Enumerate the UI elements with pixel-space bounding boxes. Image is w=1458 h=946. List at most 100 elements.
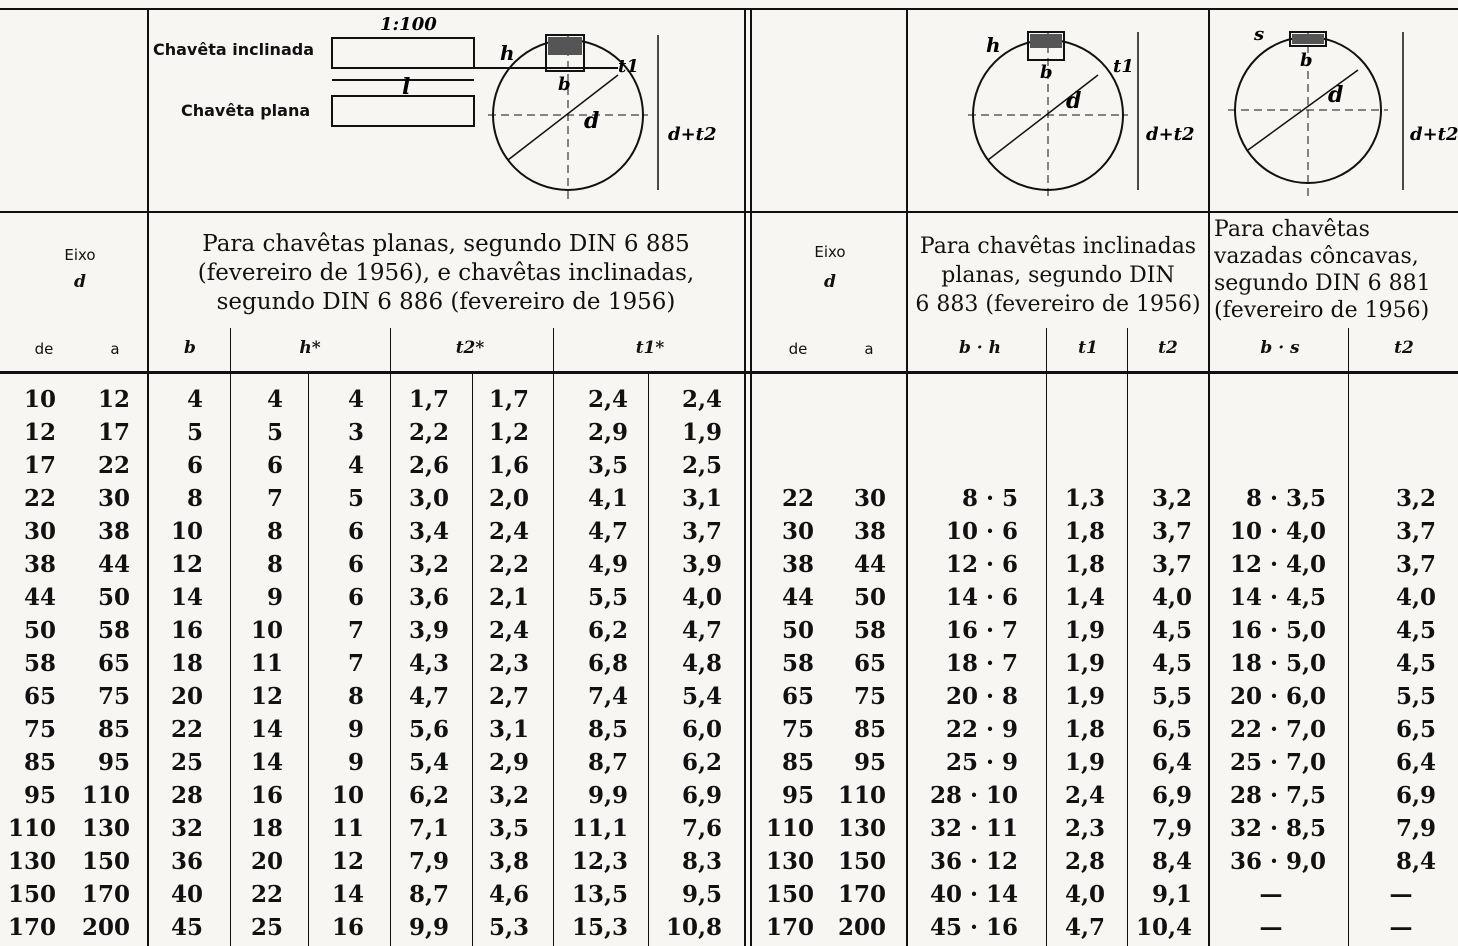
left-cell: 2,0 xyxy=(488,485,529,512)
right-cell: 1,8 xyxy=(1064,518,1105,545)
right-cell: 6,9 xyxy=(1151,782,1192,809)
left-cell: 2,4 xyxy=(587,386,628,413)
left-cell: 16 xyxy=(331,914,364,941)
dim-d-label-2: d xyxy=(1066,88,1081,114)
left-cell: 36 xyxy=(170,848,203,875)
left-cell: 7 xyxy=(266,485,283,512)
left-cell: 11 xyxy=(331,815,364,842)
left-cell: 2,1 xyxy=(488,584,529,611)
left-cell: 4 xyxy=(347,452,364,479)
left-cell: 44 xyxy=(23,584,56,611)
left-cell: 11 xyxy=(250,650,283,677)
dim-h-label-2: h xyxy=(986,33,1001,57)
left-cell: 13,5 xyxy=(571,881,628,908)
right-cell: 36 · 9,0 xyxy=(1229,848,1326,875)
left-cell: 11,1 xyxy=(571,815,628,842)
left-cell: 2,4 xyxy=(488,518,529,545)
right-cell: 4,7 xyxy=(1064,914,1105,941)
right-cell: 1,4 xyxy=(1064,584,1105,611)
right-cell: 110 xyxy=(837,782,886,809)
right-cell: 75 xyxy=(853,683,886,710)
right-cell: 170 xyxy=(837,881,886,908)
left-cell: 95 xyxy=(23,782,56,809)
left-cell: 12 xyxy=(250,683,283,710)
left-cell: 5,4 xyxy=(681,683,722,710)
dim-h-label-1: h xyxy=(500,41,515,65)
right-cell: 50 xyxy=(781,617,814,644)
group3-line-4: (fevereiro de 1956) xyxy=(1214,298,1430,323)
top-rule xyxy=(0,8,1458,10)
dim-d-label-3: d xyxy=(1328,82,1343,108)
right-cell: 28 · 7,5 xyxy=(1229,782,1326,809)
right-cell: — xyxy=(1259,881,1283,908)
right-cell: 18 · 5,0 xyxy=(1229,650,1326,677)
left-cell: 1,7 xyxy=(408,386,449,413)
right-cell: — xyxy=(1389,914,1413,941)
right-cell: 75 xyxy=(781,716,814,743)
dim-t1-label-1: t1 xyxy=(618,56,639,77)
left-cell: 85 xyxy=(23,749,56,776)
left-cell: 2,4 xyxy=(488,617,529,644)
left-cell: 22 xyxy=(250,881,283,908)
left-cell: 14 xyxy=(331,881,364,908)
header-group-3: Para chavêtas vazadas côncavas, segundo … xyxy=(1210,216,1458,324)
right-cell: 2,4 xyxy=(1064,782,1105,809)
left-cell: 58 xyxy=(23,650,56,677)
left-cell: 14 xyxy=(250,749,283,776)
left-cell: 2,9 xyxy=(488,749,529,776)
left-cell: 150 xyxy=(81,848,130,875)
left-cell: 3 xyxy=(347,419,364,446)
right-cell: 14 · 4,5 xyxy=(1229,584,1326,611)
left-cell: 6 xyxy=(347,518,364,545)
left-cell: 25 xyxy=(250,914,283,941)
right-cell: 20 · 8 xyxy=(945,683,1018,710)
left-cell: 1,2 xyxy=(488,419,529,446)
vline-b xyxy=(230,328,231,946)
left-cell: 18 xyxy=(250,815,283,842)
left-cell: 6 xyxy=(186,452,203,479)
left-cell: 50 xyxy=(97,584,130,611)
left-cell: 2,4 xyxy=(681,386,722,413)
vline-t2-inner xyxy=(472,374,473,946)
left-cell: 6,2 xyxy=(408,782,449,809)
right-cell: 1,3 xyxy=(1064,485,1105,512)
right-cell: 12 · 6 xyxy=(945,551,1018,578)
label-chaveta-plana: Chavêta plana xyxy=(181,101,311,120)
left-cell: 9,9 xyxy=(587,782,628,809)
right-cell: 38 xyxy=(781,551,814,578)
right-cell: 14 · 6 xyxy=(945,584,1018,611)
right-cell: 16 · 7 xyxy=(945,617,1018,644)
right-cell: 3,7 xyxy=(1151,518,1192,545)
right-cell: 3,7 xyxy=(1151,551,1192,578)
right-cell: 8 · 3,5 xyxy=(1245,485,1326,512)
right-cell: 3,7 xyxy=(1395,551,1436,578)
header-b-s: b · s xyxy=(1260,338,1300,358)
right-cell: 25 · 7,0 xyxy=(1229,749,1326,776)
right-cell: 6,9 xyxy=(1395,782,1436,809)
left-cell: 6,2 xyxy=(587,617,628,644)
left-cell: 2,7 xyxy=(488,683,529,710)
left-cell: 4 xyxy=(347,386,364,413)
left-cell: 10,8 xyxy=(665,914,722,941)
left-cell: 4,0 xyxy=(681,584,722,611)
right-cell: — xyxy=(1389,881,1413,908)
right-cell: 1,9 xyxy=(1064,617,1105,644)
right-cell: 3,2 xyxy=(1395,485,1436,512)
header-t2-right: t2 xyxy=(1158,338,1178,358)
left-cell: 6,2 xyxy=(681,749,722,776)
right-cell: 25 · 9 xyxy=(945,749,1018,776)
right-cell: 6,4 xyxy=(1151,749,1192,776)
right-cell: 85 xyxy=(853,716,886,743)
left-cell: 3,9 xyxy=(681,551,722,578)
right-cell: 95 xyxy=(853,749,886,776)
right-cell: 22 · 7,0 xyxy=(1229,716,1326,743)
header-a-left: a xyxy=(110,340,120,358)
left-cell: 12 xyxy=(331,848,364,875)
vline-bh xyxy=(1046,328,1047,946)
left-cell: 5,6 xyxy=(408,716,449,743)
left-cell: 65 xyxy=(97,650,130,677)
right-cell: 6,5 xyxy=(1151,716,1192,743)
right-cell: 58 xyxy=(781,650,814,677)
right-cell: 10 · 4,0 xyxy=(1229,518,1326,545)
left-cell: 3,1 xyxy=(681,485,722,512)
